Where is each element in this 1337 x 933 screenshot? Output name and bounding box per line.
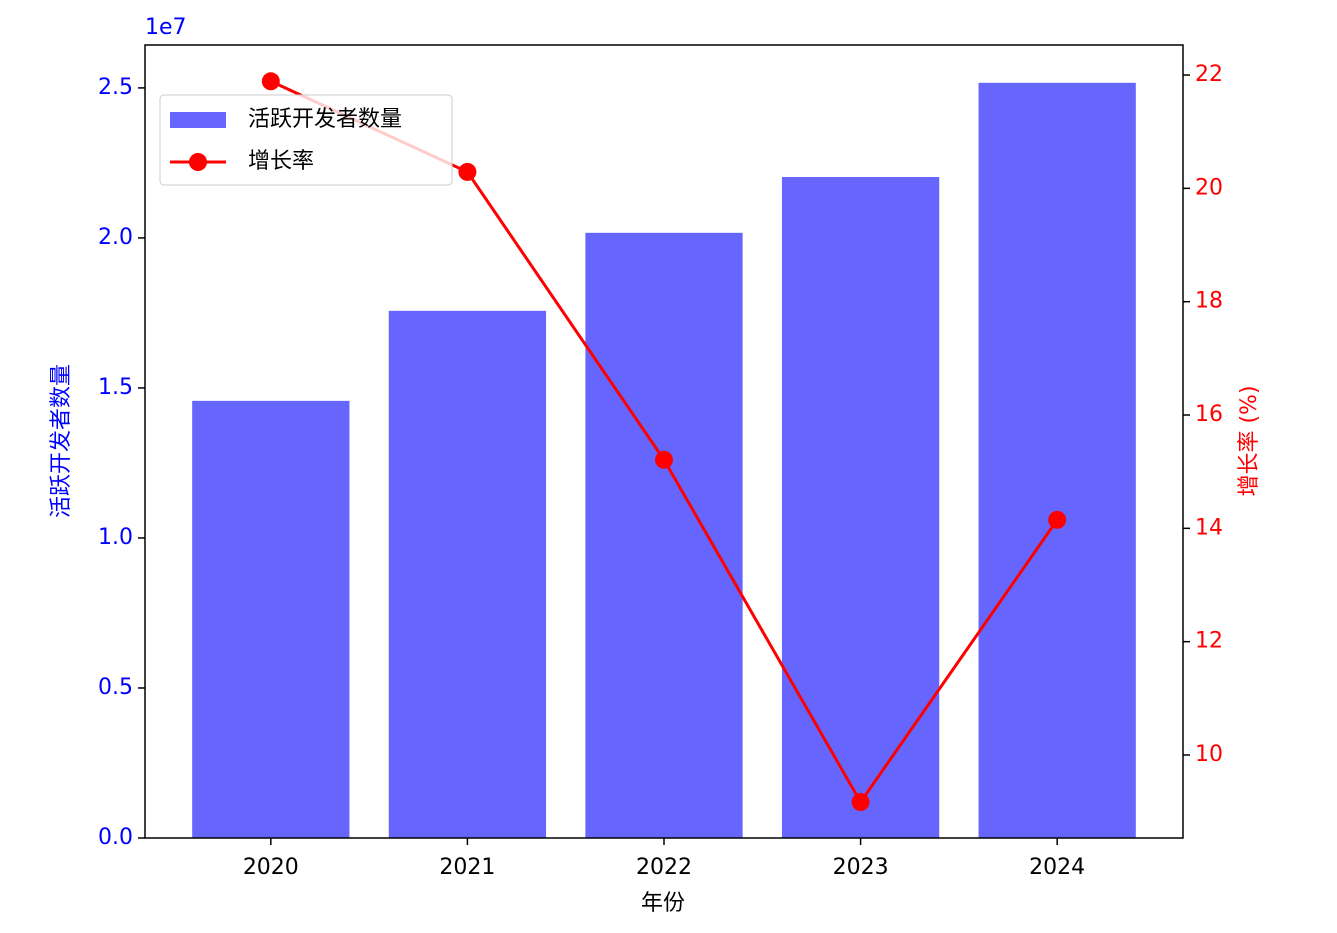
y2-tick-label: 10	[1195, 742, 1223, 767]
bar	[781, 177, 940, 838]
x-tick-label: 2023	[833, 855, 889, 880]
y-tick-label: 0.0	[98, 825, 133, 850]
y-axis-label: 活跃开发者数量	[49, 364, 74, 518]
marker	[655, 450, 673, 469]
x-tick-label: 2024	[1029, 855, 1085, 880]
y-tick-label: 1.0	[98, 525, 133, 550]
marker	[261, 72, 280, 91]
bar	[978, 82, 1136, 839]
bar	[388, 310, 547, 839]
legend-swatch	[170, 112, 226, 128]
y-offset-label: 1e7	[145, 15, 187, 40]
marker	[458, 162, 477, 181]
y2-tick-label: 12	[1195, 629, 1223, 654]
legend-label: 增长率	[248, 149, 314, 174]
y2-tick-label: 20	[1195, 175, 1223, 200]
x-tick-label: 2022	[636, 855, 692, 880]
y2-tick-label: 22	[1195, 62, 1223, 87]
y2-tick-label: 14	[1195, 515, 1223, 540]
legend-box	[159, 94, 453, 186]
legend-label: 活跃开发者数量	[248, 107, 402, 132]
x-tick-label: 2020	[243, 855, 299, 880]
legend-marker	[189, 153, 207, 171]
bar	[585, 232, 743, 839]
y2-tick-label: 16	[1195, 402, 1223, 427]
x-tick-label: 2021	[439, 855, 495, 880]
y-tick-label: 0.5	[98, 675, 133, 700]
y-tick-label: 1.5	[98, 375, 133, 400]
y2-tick-label: 18	[1195, 289, 1223, 314]
y2-axis-label: 增长率 (%)	[1237, 385, 1262, 496]
bar	[192, 400, 350, 838]
y-tick-label: 2.5	[98, 75, 133, 100]
marker	[851, 793, 870, 812]
y-tick-label: 2.0	[98, 225, 133, 250]
x-axis-label: 年份	[641, 891, 685, 916]
marker	[1048, 510, 1067, 529]
